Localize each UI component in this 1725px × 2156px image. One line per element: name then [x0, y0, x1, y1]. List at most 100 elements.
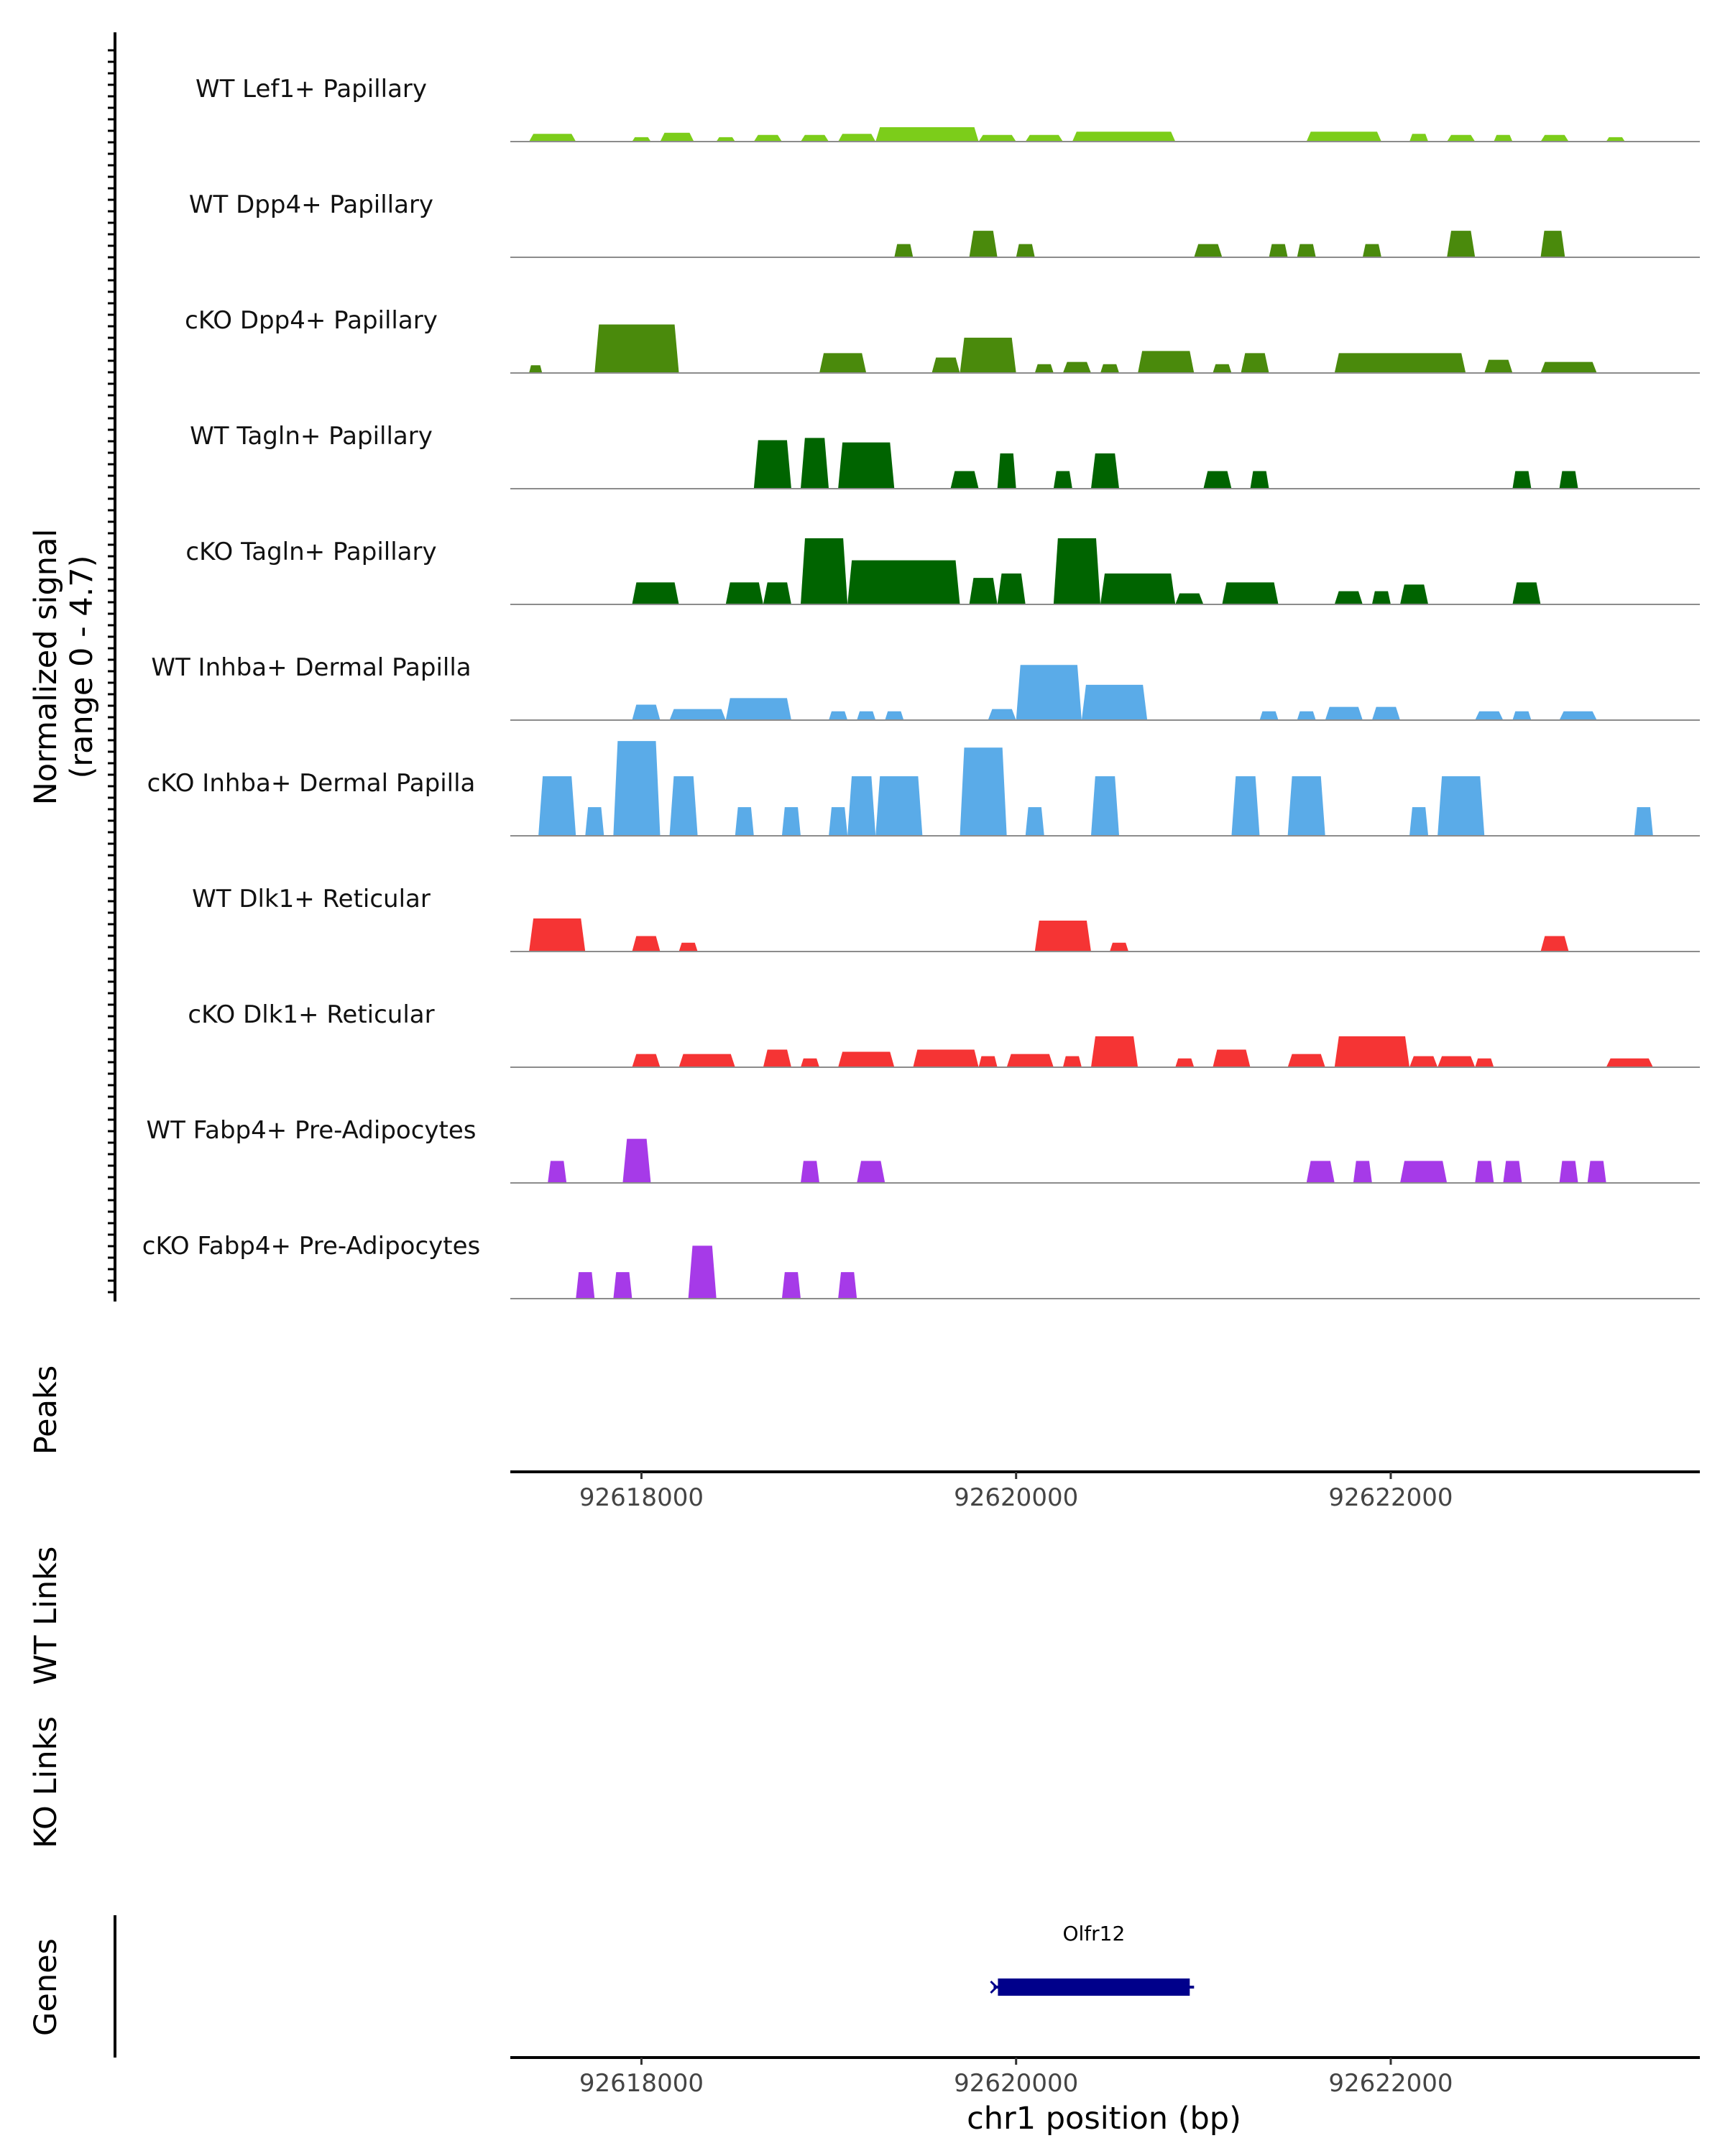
signal-area [1025, 807, 1044, 836]
signal-area [1090, 776, 1120, 836]
signal-area [1053, 471, 1072, 489]
signal-area [1334, 353, 1466, 373]
signal-area [960, 747, 1007, 836]
signal-area [1559, 1161, 1578, 1183]
signal-area [1484, 359, 1513, 373]
track-label: WT Inhba+ Dermal Papilla [151, 653, 471, 682]
signal-area [800, 134, 829, 142]
x-axis-title: chr1 position (bp) [967, 2101, 1241, 2137]
track-label: WT Tagln+ Papillary [190, 422, 433, 451]
track-label: cKO Dlk1+ Reticular [188, 1000, 434, 1029]
signal-area [1287, 776, 1325, 836]
track-3: cKO Dpp4+ Papillary [185, 306, 1700, 374]
signal-area [1540, 361, 1597, 373]
track-11: cKO Fabp4+ Pre-Adipocytes [142, 1232, 1700, 1299]
signal-area [1409, 134, 1429, 142]
x-axis-top: 92618000 92620000 92622000 [510, 1470, 1700, 1512]
signal-area [800, 1058, 820, 1067]
signal-area [1072, 132, 1176, 142]
signal-area [857, 711, 876, 720]
signal-tracks: WT Lef1+ Papillary WT Dpp4+ Papillary cKO … [142, 75, 1700, 1299]
signal-area [1034, 921, 1091, 952]
signal-area [529, 918, 586, 952]
signal-area [894, 244, 914, 257]
signal-area [1062, 1056, 1082, 1067]
x-tick-label: 92620000 [954, 1483, 1078, 1512]
signal-area [838, 1051, 895, 1067]
signal-area [1203, 471, 1232, 489]
peaks-label: Peaks [28, 1365, 64, 1455]
signal-area [838, 134, 876, 142]
signal-area [1025, 134, 1063, 142]
signal-area [1231, 776, 1260, 836]
signal-area [632, 137, 651, 142]
gene-strand-arrow [990, 1980, 998, 1994]
ko-links-label: KO Links [28, 1716, 64, 1848]
signal-area [548, 1161, 567, 1183]
signal-area [1090, 1036, 1138, 1067]
signal-area [613, 1272, 632, 1299]
signal-area [1100, 573, 1176, 604]
track-label: WT Lef1+ Papillary [196, 75, 427, 103]
x-tick-label: 92622000 [1328, 2069, 1453, 2098]
signal-area [1016, 665, 1082, 720]
x-axis-bottom: 92618000 92620000 92622000 [510, 2056, 1700, 2098]
gene-exon [998, 1978, 1190, 1996]
signal-area [1438, 1056, 1476, 1067]
signal-area [885, 711, 904, 720]
signal-area [1503, 1161, 1522, 1183]
signal-area [857, 1161, 886, 1183]
track-7: cKO Inhba+ Dermal Papilla [147, 741, 1700, 837]
signal-area [753, 440, 791, 489]
signal-area [838, 442, 895, 489]
x-tick-label: 92620000 [954, 2069, 1078, 2098]
track-5: cKO Tagln+ Papillary [185, 538, 1700, 605]
signal-area [1512, 582, 1541, 604]
signal-area [613, 741, 661, 836]
signal-area [1053, 538, 1100, 604]
signal-area [632, 936, 661, 952]
track-label: WT Fabp4+ Pre-Adipocytes [147, 1116, 477, 1145]
signal-area [529, 365, 543, 373]
gene-label: Olfr12 [1062, 1922, 1125, 1945]
signal-area [1447, 134, 1476, 142]
signal-area [678, 1054, 735, 1067]
gene-annotations: Olfr12 [990, 1922, 1195, 1996]
signal-area [1250, 471, 1269, 489]
signal-area [1353, 1161, 1372, 1183]
track-label: cKO Fabp4+ Pre-Adipocytes [142, 1232, 481, 1261]
track-2: WT Dpp4+ Papillary [189, 190, 1700, 258]
signal-area [950, 471, 979, 489]
signal-area [1634, 807, 1653, 836]
signal-area [978, 1056, 998, 1067]
signal-area [1306, 132, 1381, 142]
signal-area [1362, 244, 1381, 257]
signal-area [660, 132, 694, 142]
signal-area [669, 709, 726, 720]
signal-area [1475, 1161, 1494, 1183]
signal-area [1222, 582, 1279, 604]
signal-area [997, 453, 1016, 489]
signal-area [1399, 584, 1429, 604]
signal-area [1512, 471, 1532, 489]
signal-area [1447, 231, 1476, 257]
signal-area [969, 578, 998, 604]
signal-area [1034, 364, 1054, 373]
track-label: cKO Tagln+ Papillary [185, 538, 436, 566]
signal-area [932, 357, 960, 373]
track-6: WT Inhba+ Dermal Papilla [151, 653, 1700, 721]
signal-area [763, 1049, 791, 1067]
signal-area [594, 324, 679, 373]
signal-area [1287, 1054, 1325, 1067]
signal-axis [108, 32, 116, 1302]
x-tick-label: 92618000 [579, 2069, 704, 2098]
signal-axis-label: Normalized signal [28, 529, 64, 806]
signal-area [969, 231, 998, 257]
signal-area [875, 776, 923, 836]
signal-area [1475, 1058, 1494, 1067]
signal-area [1062, 361, 1091, 373]
signal-area [1297, 244, 1316, 257]
signal-area [1606, 1058, 1653, 1067]
signal-area [1241, 353, 1269, 373]
